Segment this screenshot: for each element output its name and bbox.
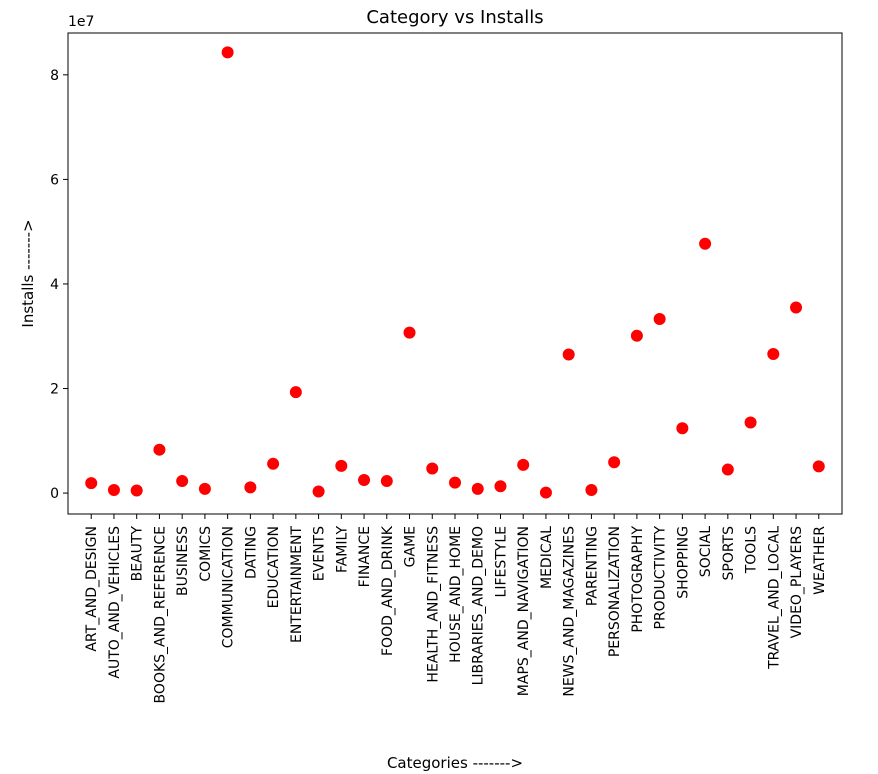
x-tick-label: HOUSE_AND_HOME xyxy=(448,526,464,663)
x-tick-label: SPORTS xyxy=(721,526,737,581)
data-point xyxy=(539,486,552,499)
data-point xyxy=(267,457,280,470)
data-point xyxy=(744,416,757,429)
data-point xyxy=(653,312,666,325)
x-tick-label: COMICS xyxy=(198,526,214,582)
data-point xyxy=(585,483,598,496)
x-tick-label: PRODUCTIVITY xyxy=(653,526,669,630)
x-tick-label: PHOTOGRAPHY xyxy=(630,526,646,633)
data-point xyxy=(289,386,302,399)
y-tick-label: 2 xyxy=(50,382,59,398)
data-point xyxy=(790,301,803,314)
x-tick-label: COMMUNICATION xyxy=(221,526,237,648)
x-tick-label: TOOLS xyxy=(744,526,760,574)
plot-frame xyxy=(67,32,843,515)
chart-title: Category vs Installs xyxy=(366,7,543,28)
x-tick-label: DATING xyxy=(243,526,259,579)
x-tick-label: VIDEO_PLAYERS xyxy=(789,526,805,639)
x-tick-label: LIFESTYLE xyxy=(493,526,509,597)
data-point xyxy=(380,475,393,488)
data-point xyxy=(630,329,643,342)
data-point xyxy=(244,481,257,494)
x-tick-label: MAPS_AND_NAVIGATION xyxy=(516,526,532,696)
data-point xyxy=(85,477,98,490)
y-axis-offset-label: 1e7 xyxy=(68,14,94,30)
data-point xyxy=(153,443,166,456)
data-point xyxy=(358,474,371,487)
x-tick-label: ART_AND_DESIGN xyxy=(84,526,100,652)
x-tick-label: WEATHER xyxy=(812,526,828,595)
data-point xyxy=(812,460,825,473)
data-point xyxy=(176,475,189,488)
x-tick-label: FAMILY xyxy=(334,526,350,573)
data-point xyxy=(517,458,530,471)
x-tick-label: TRAVEL_AND_LOCAL xyxy=(766,526,782,670)
data-point xyxy=(130,484,143,497)
data-point xyxy=(494,480,507,493)
data-point xyxy=(335,459,348,472)
data-point xyxy=(471,482,484,495)
x-axis-ticks: ART_AND_DESIGN AUTO_AND_VEHICLES BEAUTY BOO… xyxy=(84,514,828,703)
data-point xyxy=(426,462,439,475)
data-point xyxy=(562,348,575,361)
data-point xyxy=(449,476,461,489)
x-tick-label: ENTERTAINMENT xyxy=(289,526,305,643)
x-tick-label: FOOD_AND_DRINK xyxy=(380,525,396,656)
x-tick-label: GAME xyxy=(403,526,419,567)
x-tick-label: PARENTING xyxy=(584,526,600,606)
y-tick-label: 6 xyxy=(50,172,59,188)
data-point xyxy=(608,456,621,469)
data-point xyxy=(767,348,780,361)
x-tick-label: HEALTH_AND_FITNESS xyxy=(425,526,441,683)
x-tick-label: BEAUTY xyxy=(130,526,146,582)
y-tick-label: 8 xyxy=(50,68,59,84)
data-point xyxy=(198,482,211,495)
x-tick-label: NEWS_AND_MAGAZINES xyxy=(562,526,578,697)
x-tick-label: LIBRARIES_AND_DEMO xyxy=(471,526,487,685)
x-tick-label: SOCIAL xyxy=(698,526,714,577)
data-point xyxy=(721,463,734,476)
x-tick-label: MEDICAL xyxy=(539,526,555,589)
x-tick-label: EVENTS xyxy=(312,526,328,581)
y-tick-label: 4 xyxy=(50,277,59,293)
x-axis-label: Categories -------> xyxy=(387,754,523,772)
x-tick-label: SHOPPING xyxy=(675,526,691,599)
x-tick-label: BOOKS_AND_REFERENCE xyxy=(152,526,168,703)
data-point xyxy=(312,485,325,498)
y-axis-ticks: 0 2 4 6 8 xyxy=(50,68,68,502)
data-point xyxy=(107,483,120,496)
data-point xyxy=(403,326,416,339)
x-tick-label: AUTO_AND_VEHICLES xyxy=(107,526,123,679)
x-tick-label: EDUCATION xyxy=(266,526,282,608)
data-point xyxy=(676,422,689,435)
x-tick-label: BUSINESS xyxy=(175,526,191,596)
data-point xyxy=(221,46,234,59)
x-tick-label: FINANCE xyxy=(357,526,373,587)
x-tick-label: PERSONALIZATION xyxy=(607,526,623,657)
data-point xyxy=(699,237,712,250)
scatter-points xyxy=(85,46,825,499)
y-tick-label: 0 xyxy=(50,486,59,502)
y-axis-label: Installs -------> xyxy=(19,219,37,327)
